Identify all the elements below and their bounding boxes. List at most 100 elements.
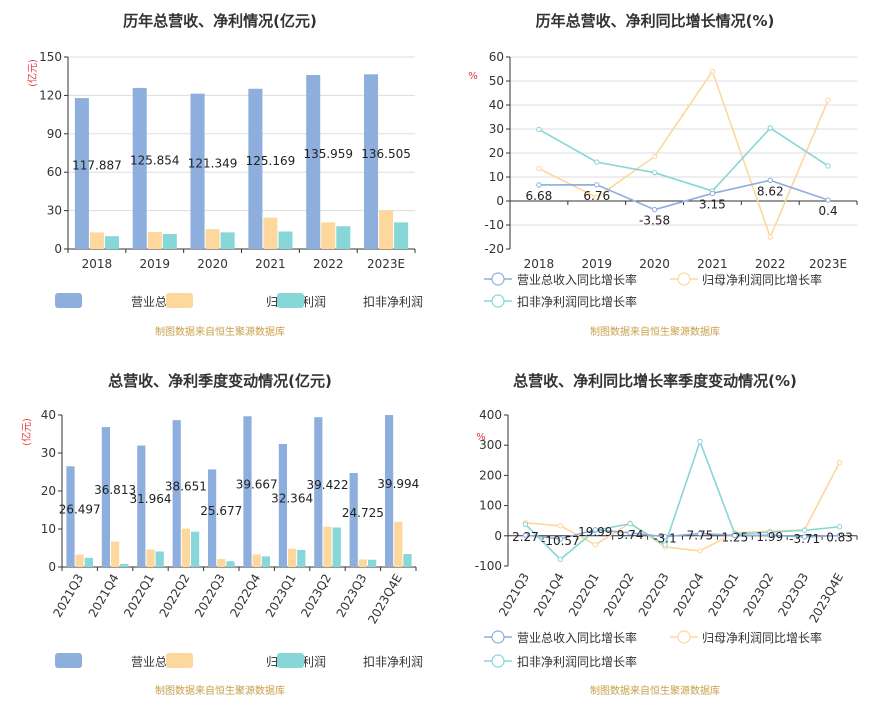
- bar: [321, 222, 336, 249]
- y-tick-label: 400: [479, 408, 502, 422]
- bar: [364, 74, 379, 250]
- bar: [226, 561, 235, 567]
- bar: [261, 556, 271, 567]
- bar: [207, 469, 217, 567]
- data-point: [825, 97, 831, 103]
- chart-title: 历年总营收、净利情况(亿元): [123, 12, 317, 30]
- x-tick-label: 2022Q1: [566, 571, 602, 619]
- series-line: [525, 528, 840, 540]
- x-tick-label: 2023Q4E: [365, 572, 405, 627]
- bar: [101, 427, 110, 567]
- annual-amount-chart: 历年总营收、净利情况(亿元) (亿元) 0 30 60 90 120 150 2018 2019 2…: [26, 12, 423, 338]
- legend-marker: [677, 272, 691, 286]
- data-point: [592, 527, 598, 533]
- data-label: -3.71: [789, 532, 820, 546]
- bar: [384, 415, 394, 567]
- data-point: [557, 556, 564, 563]
- x-tick-label: 2022Q3: [636, 571, 672, 619]
- x-tick-label: 2023E: [809, 257, 847, 271]
- x-tick-label: 2023Q3: [334, 572, 370, 620]
- source-note: 制图数据来自恒生聚源数据库: [590, 325, 720, 338]
- data-label: 9.74: [617, 528, 644, 542]
- bar: [248, 88, 263, 249]
- bar: [217, 559, 226, 567]
- y-tick-label: 0: [496, 194, 504, 208]
- legend-swatch: [166, 293, 193, 308]
- data-label: 25.677: [200, 504, 242, 518]
- x-tick-label: 2018: [524, 257, 555, 271]
- bar: [379, 210, 394, 249]
- data-label: 19.99: [578, 525, 612, 539]
- legend-swatch: [55, 653, 82, 668]
- y-unit-label: (亿元): [26, 59, 39, 87]
- data-label: 1.99: [756, 530, 783, 544]
- x-tick-label: 2023Q3: [775, 571, 811, 619]
- data-point: [627, 521, 633, 527]
- data-label: -3.58: [639, 214, 670, 228]
- legend-marker: [677, 630, 691, 644]
- bar: [132, 87, 147, 249]
- data-point: [836, 459, 843, 466]
- data-label: 26.497: [59, 503, 101, 517]
- bar: [349, 473, 358, 567]
- legend-marker: [491, 630, 505, 644]
- bar: [155, 551, 164, 567]
- x-tick-label: 2021: [697, 257, 728, 271]
- bar: [394, 521, 403, 567]
- bar: [110, 541, 120, 567]
- chart-title: 历年总营收、净利同比增长情况(%): [536, 12, 775, 30]
- series-line: [538, 179, 829, 211]
- bar: [306, 74, 321, 250]
- data-label: -3.1: [653, 532, 676, 546]
- x-tick-label: 2019: [581, 257, 612, 271]
- x-tick-label: 2021Q4: [531, 571, 567, 619]
- data-point: [536, 165, 542, 172]
- x-tick-label: 2022Q1: [121, 572, 157, 620]
- y-tick-label: 30: [47, 204, 62, 218]
- data-label: 39.667: [236, 478, 278, 492]
- x-tick-label: 2020: [197, 257, 228, 271]
- legend-label: 归母净利润同比增长率: [702, 630, 822, 645]
- y-tick-label: 150: [39, 50, 62, 64]
- y-tick-label: 10: [489, 170, 504, 184]
- data-point: [536, 126, 542, 133]
- legend-label: 营业总收入同比增长率: [517, 630, 637, 645]
- data-label: 121.349: [188, 156, 238, 170]
- quarterly-growth-chart: 总营收、净利同比增长率季度变动情况(%)% -100 0 100 200 300 400 20…: [475, 372, 858, 697]
- source-note: 制图数据来自恒生聚源数据库: [155, 684, 285, 697]
- data-label: 39.422: [307, 478, 349, 492]
- data-label: 32.364: [271, 491, 313, 505]
- chart-title: 总营收、净利同比增长率季度变动情况(%): [513, 372, 797, 390]
- bar: [368, 559, 377, 567]
- data-point: [592, 542, 598, 548]
- data-point: [522, 532, 529, 538]
- legend-marker: [491, 294, 505, 308]
- x-tick-label: 2023Q1: [263, 572, 299, 620]
- bar: [66, 466, 75, 567]
- y-tick-label: -10: [484, 218, 504, 232]
- x-tick-label: 2023Q4E: [806, 571, 846, 626]
- x-tick-label: 2021: [255, 257, 286, 271]
- legend-label: 扣非净利润同比增长率: [517, 654, 637, 669]
- bar: [297, 549, 306, 567]
- y-tick-label: 20: [41, 484, 56, 498]
- y-tick-label: -100: [475, 559, 502, 573]
- bar: [146, 549, 155, 567]
- x-tick-label: 2022Q2: [157, 572, 193, 620]
- y-unit-label: %: [468, 71, 478, 82]
- bar: [278, 231, 293, 249]
- data-point: [557, 523, 564, 529]
- data-label: 7.75: [687, 528, 714, 542]
- bar: [191, 531, 200, 567]
- bar: [89, 232, 104, 249]
- legend-label: 扣非净利润: [363, 295, 423, 309]
- x-tick-label: 2021Q4: [86, 572, 122, 620]
- bar: [120, 563, 129, 567]
- data-point: [594, 159, 600, 165]
- bar: [181, 528, 191, 567]
- series-line: [538, 69, 829, 240]
- x-tick-label: 2023Q1: [706, 571, 742, 619]
- y-tick-label: 50: [489, 74, 504, 88]
- x-tick-label: 2018: [82, 257, 113, 271]
- data-point: [651, 206, 658, 213]
